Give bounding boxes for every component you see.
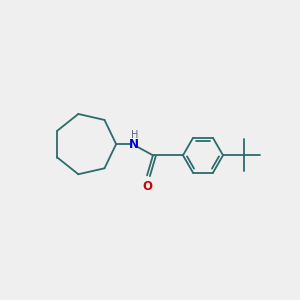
Text: N: N [129, 138, 139, 151]
Text: O: O [142, 180, 152, 193]
Text: H: H [131, 130, 139, 140]
